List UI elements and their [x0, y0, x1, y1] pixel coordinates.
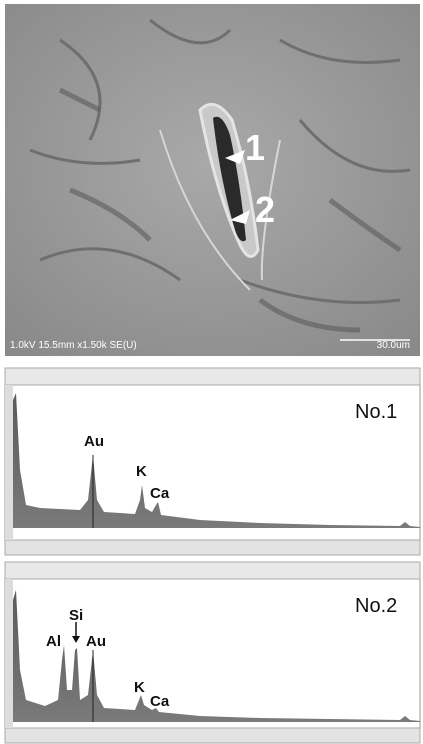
sem-image: 1 2 1.0kV 15.5mm x1.50k SE(U) 30.0um: [5, 4, 420, 356]
spectrum-title: No.2: [355, 595, 397, 617]
peak-label: Au: [86, 633, 106, 650]
peak-label: K: [134, 679, 145, 696]
peak-label: Si: [69, 607, 83, 624]
peak-label: Au: [84, 433, 104, 450]
spectrum-panel: No.2 Al Si Au K Ca: [5, 562, 420, 743]
peak-label: Ca: [150, 693, 170, 710]
peak-label: K: [136, 463, 147, 480]
spectrum-title: No.1: [355, 401, 397, 423]
scale-bar-label: 30.0um: [377, 340, 410, 351]
peak-label: Al: [46, 633, 61, 650]
sem-caption: 1.0kV 15.5mm x1.50k SE(U): [10, 340, 137, 351]
marker-label: 1: [245, 127, 265, 168]
marker-label: 2: [255, 189, 275, 230]
peak-label: Ca: [150, 485, 170, 502]
figure: 1 2 1.0kV 15.5mm x1.50k SE(U) 30.0um No.…: [0, 0, 423, 744]
spectrum-panel: No.1 Au K Ca: [5, 368, 420, 555]
